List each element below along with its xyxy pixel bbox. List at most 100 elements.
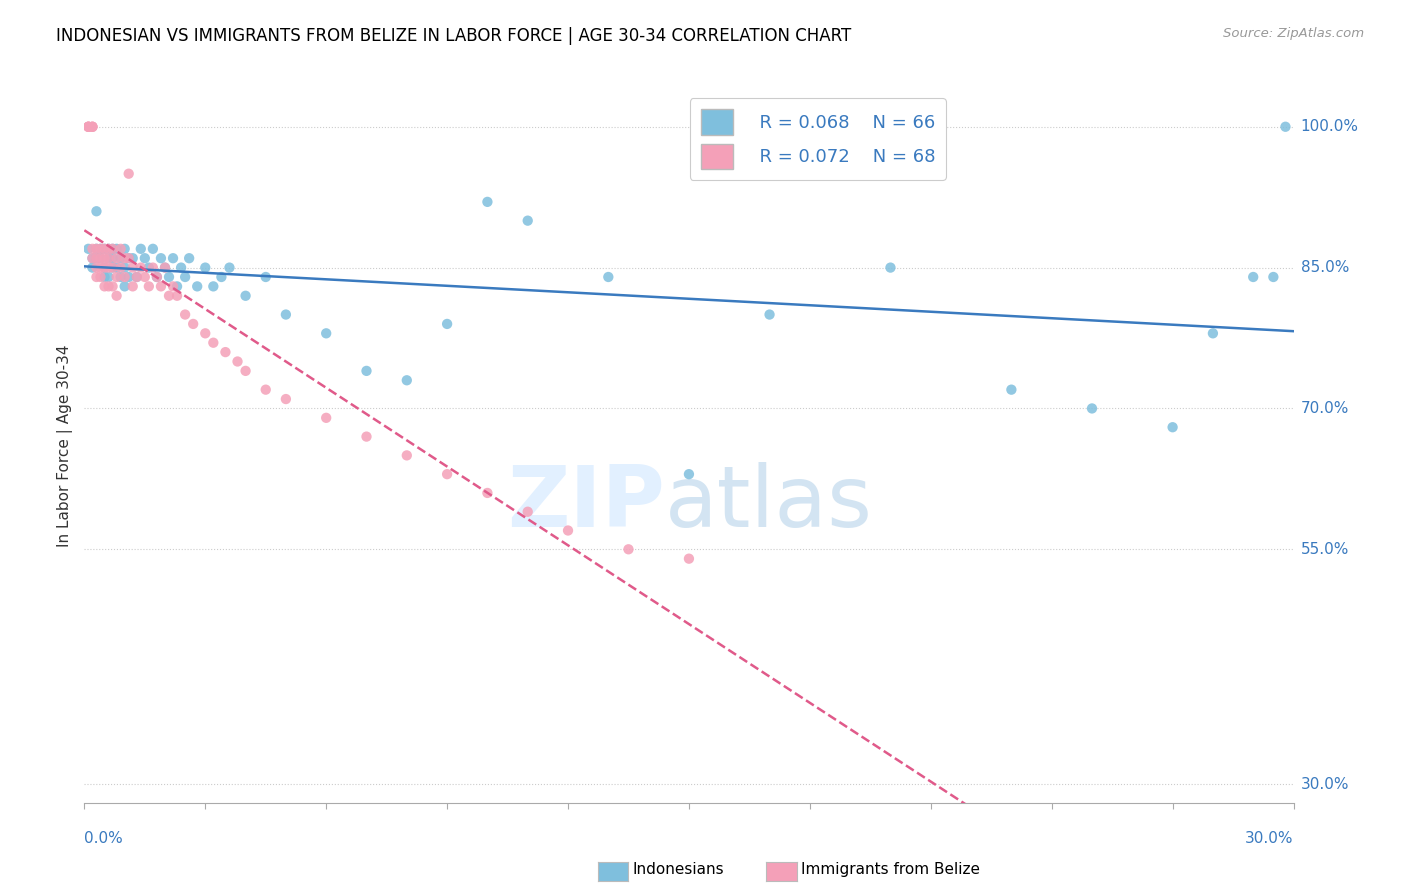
Point [118,270,141,285]
Point [110,242,132,256]
Point [170,260,193,275]
Point [86,204,108,219]
Point [134,251,156,265]
Text: 100.0%: 100.0% [1301,120,1358,135]
Text: 55.0%: 55.0% [1301,541,1348,557]
Point [235,364,257,378]
Point [758,308,780,322]
Point [114,260,136,275]
Point [516,505,538,519]
Point [162,279,184,293]
Point [138,279,160,293]
Point [186,279,208,293]
Text: 70.0%: 70.0% [1301,401,1348,416]
Text: 30.0%: 30.0% [1246,831,1294,847]
Point [110,260,132,275]
Point [101,260,124,275]
Point [93,260,115,275]
Point [105,260,128,275]
Point [395,373,418,387]
Point [86,242,108,256]
Point [174,270,197,285]
Point [97,279,120,293]
Point [315,410,337,425]
Point [1274,120,1296,134]
Point [617,542,640,557]
Text: Indonesians: Indonesians [633,863,724,877]
Point [129,242,152,256]
Point [209,270,232,285]
Point [254,383,277,397]
Point [1202,326,1225,341]
Point [97,242,120,256]
Point [101,242,124,256]
Point [82,120,104,134]
Point [226,354,249,368]
Point [89,242,111,256]
Point [101,251,124,265]
Point [153,260,176,275]
Point [194,260,217,275]
Text: 0.0%: 0.0% [84,831,124,847]
Point [598,270,620,285]
Point [89,260,111,275]
Point [110,251,132,265]
Point [142,242,165,256]
Point [181,317,204,331]
Point [101,279,124,293]
Point [162,251,184,265]
Point [149,279,172,293]
Point [77,120,100,134]
Point [254,270,277,285]
Point [86,251,108,265]
Point [93,242,115,256]
Point [274,392,297,406]
Point [125,270,148,285]
Point [93,270,115,285]
Point [166,279,188,293]
Point [82,251,104,265]
Point [678,551,700,566]
Point [134,270,156,285]
Point [194,326,217,341]
Point [82,260,104,275]
Point [678,467,700,482]
Point [82,120,104,134]
Point [516,213,538,227]
Point [114,270,136,285]
Text: INDONESIAN VS IMMIGRANTS FROM BELIZE IN LABOR FORCE | AGE 30-34 CORRELATION CHAR: INDONESIAN VS IMMIGRANTS FROM BELIZE IN … [56,27,852,45]
Point [118,251,141,265]
Point [77,120,100,134]
Point [202,279,225,293]
Y-axis label: In Labor Force | Age 30-34: In Labor Force | Age 30-34 [58,344,73,548]
Point [315,326,337,341]
Point [477,486,499,500]
Point [93,242,115,256]
Point [218,260,240,275]
Point [477,194,499,209]
Point [77,242,100,256]
Point [105,242,128,256]
Point [142,260,165,275]
Point [166,289,188,303]
Point [1000,383,1022,397]
Point [146,270,169,285]
Point [82,120,104,134]
Point [157,289,180,303]
Point [97,251,120,265]
Point [356,364,378,378]
Point [89,251,111,265]
Point [93,260,115,275]
Point [138,260,160,275]
Point [1241,270,1264,285]
Point [121,279,143,293]
Point [149,251,172,265]
Text: 85.0%: 85.0% [1301,260,1348,275]
Point [214,345,236,359]
Point [1161,420,1184,434]
Point [879,260,901,275]
Point [114,279,136,293]
Point [121,251,143,265]
Point [82,251,104,265]
Point [89,251,111,265]
